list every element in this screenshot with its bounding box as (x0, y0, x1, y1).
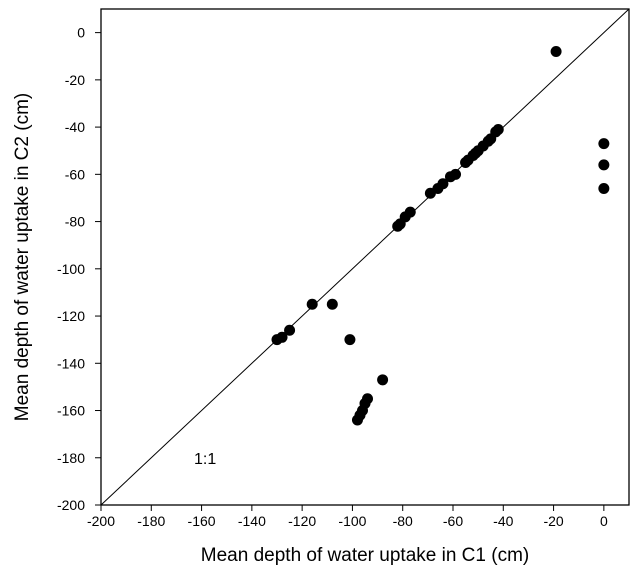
data-point (392, 220, 404, 232)
x-tick-label: -100 (338, 513, 366, 529)
x-tick-label: -40 (493, 513, 513, 529)
x-tick-label: -200 (87, 513, 115, 529)
data-point (306, 298, 318, 310)
x-axis-label: Mean depth of water uptake in C1 (cm) (201, 545, 529, 566)
x-tick-label: -120 (288, 513, 316, 529)
plot-area (100, 8, 630, 506)
y-tick-label: -180 (57, 450, 85, 466)
data-point (351, 414, 363, 426)
data-point (284, 324, 296, 336)
x-tick-label: -180 (137, 513, 165, 529)
y-axis: -200-180-160-140-120-100-80-60-40-200 (57, 25, 101, 513)
data-point (460, 157, 472, 169)
y-tick-label: -20 (65, 72, 85, 88)
data-point (550, 46, 562, 58)
x-tick-label: -20 (543, 513, 563, 529)
reference-line-label: 1:1 (194, 451, 216, 468)
x-tick-label: -80 (393, 513, 413, 529)
data-point (598, 183, 610, 195)
y-tick-label: -60 (65, 166, 85, 182)
x-tick-label: 0 (600, 513, 608, 529)
reference-line-layer (100, 8, 630, 506)
data-point (424, 187, 436, 199)
y-tick-label: -140 (57, 355, 85, 371)
data-point (344, 334, 356, 346)
x-tick-label: -140 (238, 513, 266, 529)
y-tick-label: -120 (57, 308, 85, 324)
y-axis-label: Mean depth of water uptake in C2 (cm) (12, 93, 33, 421)
y-tick-label: -100 (57, 261, 85, 277)
y-tick-label: -160 (57, 403, 85, 419)
one-to-one-line (100, 8, 630, 506)
data-points (271, 46, 610, 426)
data-point (326, 298, 338, 310)
y-tick-label: -80 (65, 214, 85, 230)
data-point (598, 138, 610, 150)
y-tick-label: 0 (77, 25, 85, 41)
x-axis: -200 -180 -160 -140 -120 -100 -80 -60 -40 -20 0 (87, 505, 608, 529)
plot-frame (100, 8, 630, 506)
data-point (377, 374, 389, 386)
y-tick-label: -200 (57, 497, 85, 513)
x-tick-label: -60 (443, 513, 463, 529)
data-point (598, 159, 610, 171)
data-point (271, 334, 283, 346)
y-tick-label: -40 (65, 119, 85, 135)
data-point (444, 171, 456, 183)
x-tick-label: -160 (188, 513, 216, 529)
